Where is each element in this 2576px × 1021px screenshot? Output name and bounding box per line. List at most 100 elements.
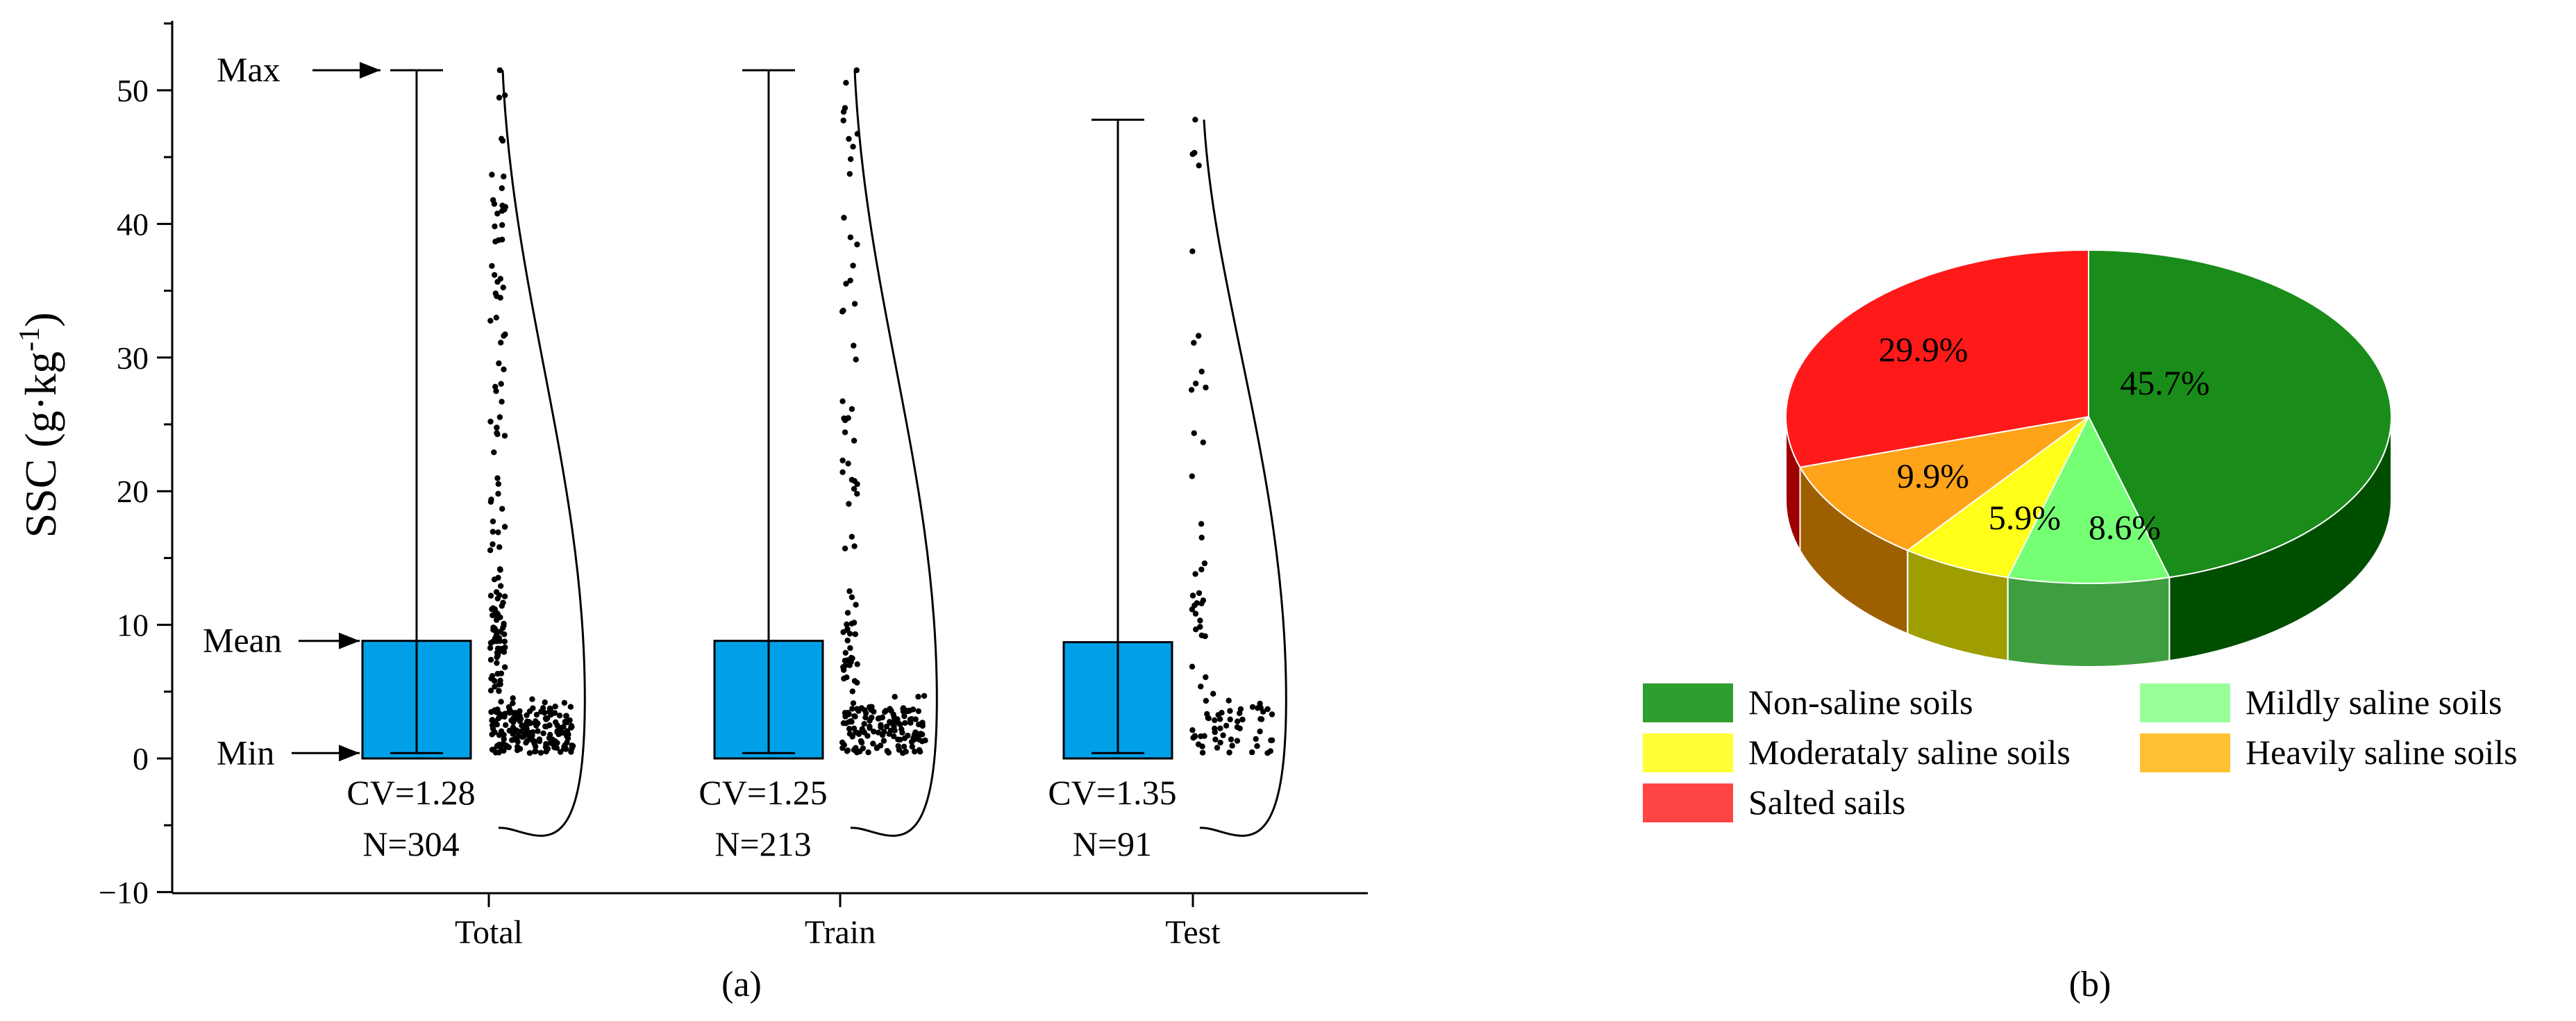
data-point	[846, 588, 853, 595]
data-point	[1203, 697, 1210, 704]
panel-label-a: (a)	[721, 965, 762, 1004]
data-point	[544, 715, 551, 722]
legend-swatch	[1643, 783, 1733, 822]
data-point	[510, 715, 517, 722]
data-point	[498, 340, 504, 346]
data-point	[1191, 602, 1198, 608]
data-point	[487, 688, 494, 694]
data-point	[901, 735, 908, 742]
data-point	[501, 524, 508, 530]
data-point	[493, 388, 499, 395]
data-point	[488, 675, 494, 681]
data-point	[488, 497, 494, 503]
data-point	[495, 490, 501, 497]
legend-swatch	[1643, 733, 1733, 772]
data-point	[846, 135, 852, 142]
data-point	[845, 460, 851, 467]
data-point	[501, 206, 508, 213]
legend-label: Salted sails	[1748, 783, 1905, 822]
data-point	[842, 545, 848, 551]
legend-label: Heavily saline soils	[2245, 733, 2518, 772]
data-point	[888, 708, 894, 714]
data-point	[841, 215, 847, 221]
data-point	[535, 728, 541, 734]
data-point	[846, 726, 853, 732]
data-point	[497, 677, 503, 683]
data-point	[494, 722, 500, 728]
y-tick-label: −10	[99, 874, 149, 910]
legend-swatch	[2140, 683, 2230, 722]
data-point	[849, 688, 856, 695]
data-point	[489, 606, 495, 613]
data-point	[490, 638, 496, 645]
data-point	[1234, 738, 1241, 744]
data-point	[844, 626, 851, 632]
data-point	[569, 724, 575, 730]
data-point	[867, 725, 873, 731]
pie-slice	[1906, 416, 2089, 579]
data-point	[1269, 711, 1276, 717]
legend-swatch	[2140, 733, 2230, 772]
data-point	[851, 485, 858, 492]
data-point	[494, 611, 501, 617]
data-point	[1239, 716, 1246, 723]
cv-label: CV=1.35	[1048, 773, 1176, 812]
data-point	[900, 706, 906, 712]
data-point	[510, 719, 517, 726]
data-point	[562, 719, 568, 725]
data-point	[1189, 727, 1196, 733]
data-point	[1237, 725, 1243, 732]
cv-label: CV=1.25	[699, 773, 827, 812]
data-point	[1189, 248, 1196, 254]
data-point	[1191, 733, 1198, 739]
data-point	[842, 105, 848, 111]
data-point	[847, 234, 854, 240]
data-point	[1223, 722, 1230, 729]
data-point	[851, 713, 858, 720]
data-point	[1191, 430, 1197, 436]
data-point	[503, 722, 509, 729]
slice-value-label: 9.9%	[1897, 456, 1969, 495]
data-point	[1257, 728, 1263, 735]
data-point	[1192, 571, 1198, 577]
data-point	[1226, 697, 1232, 704]
data-point	[500, 284, 506, 291]
data-point	[501, 593, 508, 599]
annotation-mean: Mean	[203, 621, 282, 660]
data-point	[564, 739, 570, 746]
data-point	[861, 721, 867, 727]
data-point	[517, 708, 523, 715]
data-point	[501, 366, 507, 372]
pie-side-walls	[1785, 416, 2392, 668]
data-point	[489, 172, 495, 178]
data-point	[1191, 340, 1197, 346]
cv-label: CV=1.28	[346, 773, 475, 812]
data-point	[851, 438, 858, 444]
data-point	[853, 745, 859, 752]
data-point	[498, 381, 504, 387]
data-point	[501, 736, 507, 742]
legend-label: Mildly saline soils	[2245, 683, 2502, 722]
data-point	[490, 624, 496, 631]
data-point	[883, 708, 889, 714]
data-point	[854, 749, 860, 756]
data-point	[568, 749, 574, 755]
data-point	[1200, 597, 1207, 604]
data-point	[487, 317, 494, 324]
data-point	[911, 736, 917, 743]
data-point	[1192, 611, 1199, 617]
data-point	[1192, 117, 1198, 123]
data-point	[501, 333, 507, 339]
data-point	[848, 594, 855, 600]
data-point	[846, 662, 853, 668]
y-tick-label: 10	[117, 608, 149, 643]
data-point	[884, 748, 891, 754]
data-point	[490, 197, 496, 204]
data-point	[1196, 163, 1202, 169]
data-point	[844, 748, 851, 754]
data-point	[1212, 717, 1218, 724]
data-point	[1205, 715, 1212, 722]
data-point	[1217, 725, 1223, 731]
data-point	[501, 631, 508, 638]
data-point	[869, 714, 875, 721]
